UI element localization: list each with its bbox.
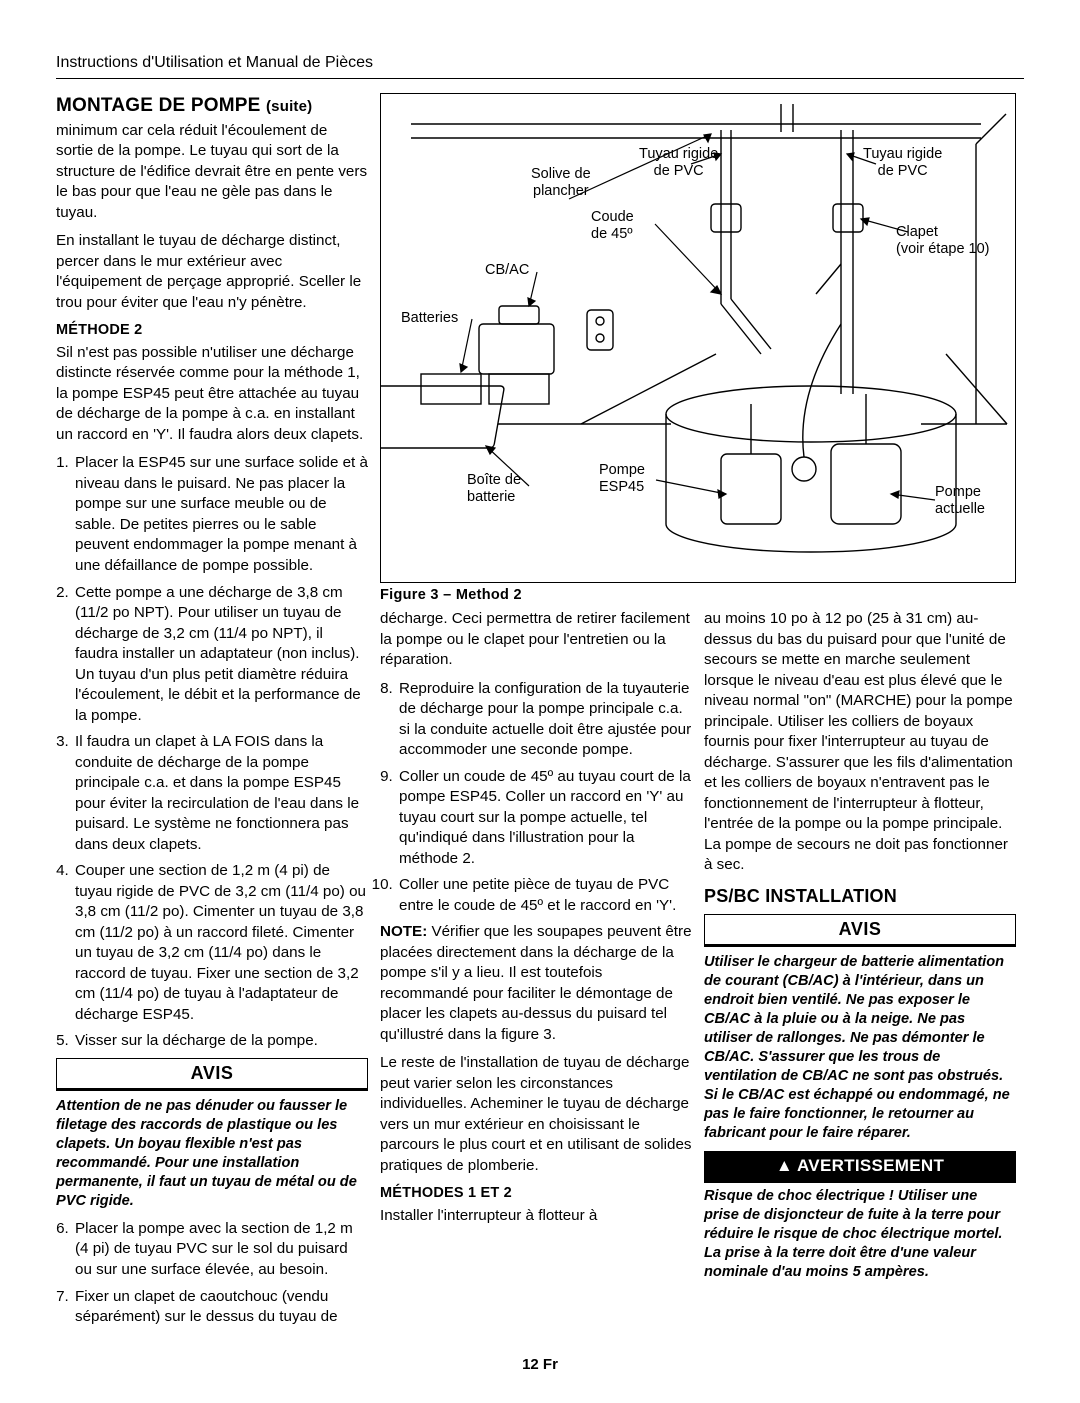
label-coude: Coudede 45º xyxy=(591,209,634,242)
col2-p1: décharge. Ceci permettra de retirer faci… xyxy=(380,609,692,671)
label-tuyau1: Tuyau rigidede PVC xyxy=(639,146,718,179)
intro-p1: minimum car cela réduit l'écoulement de … xyxy=(56,121,368,224)
step-8: Reproduire la configuration de la tuyaut… xyxy=(397,679,692,761)
step-7: Fixer un clapet de caoutchouc (vendu sép… xyxy=(73,1287,368,1328)
title-main: MONTAGE DE POMPE xyxy=(56,95,260,116)
step-2: Cette pompe a une décharge de 3,8 cm (11… xyxy=(73,583,368,727)
avis-box-1: AVIS xyxy=(56,1058,368,1091)
warning-icon: ▲ xyxy=(776,1155,793,1178)
avertissement-text: Risque de choc électrique ! Utiliser une… xyxy=(704,1187,1016,1282)
step-9: Coller un coude de 45º au tuyau court de… xyxy=(397,767,692,870)
page-header: Instructions d'Utilisation et Manual de … xyxy=(56,54,1024,72)
section-title: MONTAGE DE POMPE (suite) xyxy=(56,93,368,119)
note-paragraph: NOTE: Vérifier que les soupapes peuvent … xyxy=(380,922,692,1045)
label-batteries: Batteries xyxy=(401,310,458,327)
step-5: Visser sur la décharge de la pompe. xyxy=(73,1031,368,1052)
page-number: 12 Fr xyxy=(56,1356,1024,1373)
label-boite: Boîte debatterie xyxy=(467,472,521,505)
method2-heading: MÉTHODE 2 xyxy=(56,321,368,341)
column-2: décharge. Ceci permettra de retirer faci… xyxy=(380,609,692,1290)
avis-text-2: Utiliser le chargeur de batterie aliment… xyxy=(704,953,1016,1143)
steps-6to7: Placer la pompe avec la section de 1,2 m… xyxy=(56,1219,368,1328)
main-content: MONTAGE DE POMPE (suite) minimum car cel… xyxy=(56,93,1024,1334)
steps-1to5: Placer la ESP45 sur une surface solide e… xyxy=(56,453,368,1051)
step-1: Placer la ESP45 sur une surface solide e… xyxy=(73,453,368,576)
method2-intro: Sil n'est pas possible n'utiliser une dé… xyxy=(56,343,368,446)
psbc-title: PS/BC INSTALLATION xyxy=(704,884,1016,908)
diagram-figure-3: Solive deplancher Tuyau rigidede PVC Tuy… xyxy=(380,93,1016,583)
title-suite: (suite) xyxy=(266,98,312,115)
methods12-heading: MÉTHODES 1 ET 2 xyxy=(380,1184,692,1204)
step-3: Il faudra un clapet à LA FOIS dans la co… xyxy=(73,732,368,855)
figure-caption: Figure 3 – Method 2 xyxy=(380,587,1016,603)
header-rule xyxy=(56,78,1024,79)
avis-text-1: Attention de ne pas dénuder ou fausser l… xyxy=(56,1097,368,1211)
label-tuyau2: Tuyau rigidede PVC xyxy=(863,146,942,179)
step-4: Couper une section de 1,2 m (4 pi) de tu… xyxy=(73,861,368,1025)
label-solive: Solive deplancher xyxy=(531,166,591,199)
avertissement-box: ▲AVERTISSEMENT xyxy=(704,1151,1016,1183)
right-block: Solive deplancher Tuyau rigidede PVC Tuy… xyxy=(380,93,1016,1334)
col3-p1: au moins 10 po à 12 po (25 à 31 cm) au-d… xyxy=(704,609,1016,876)
column-3: au moins 10 po à 12 po (25 à 31 cm) au-d… xyxy=(704,609,1016,1290)
col2-p2: Le reste de l'installation de tuyau de d… xyxy=(380,1053,692,1176)
label-actuelle: Pompeactuelle xyxy=(935,484,985,517)
label-clapet: Clapet(voir étape 10) xyxy=(896,224,990,257)
intro-p2: En installant le tuyau de décharge disti… xyxy=(56,231,368,313)
avertissement-label: AVERTISSEMENT xyxy=(797,1156,944,1175)
step-10: Coller une petite pièce de tuyau de PVC … xyxy=(397,875,692,916)
note-label: NOTE: xyxy=(380,923,427,940)
avis-box-2: AVIS xyxy=(704,914,1016,947)
steps-8to10: Reproduire la configuration de la tuyaut… xyxy=(380,679,692,917)
label-cbac: CB/AC xyxy=(485,262,529,279)
column-1: MONTAGE DE POMPE (suite) minimum car cel… xyxy=(56,93,368,1334)
step-6: Placer la pompe avec la section de 1,2 m… xyxy=(73,1219,368,1281)
note-text: Vérifier que les soupapes peuvent être p… xyxy=(380,923,692,1043)
col2-p3: Installer l'interrupteur à flotteur à xyxy=(380,1206,692,1227)
label-esp45: PompeESP45 xyxy=(599,462,645,495)
